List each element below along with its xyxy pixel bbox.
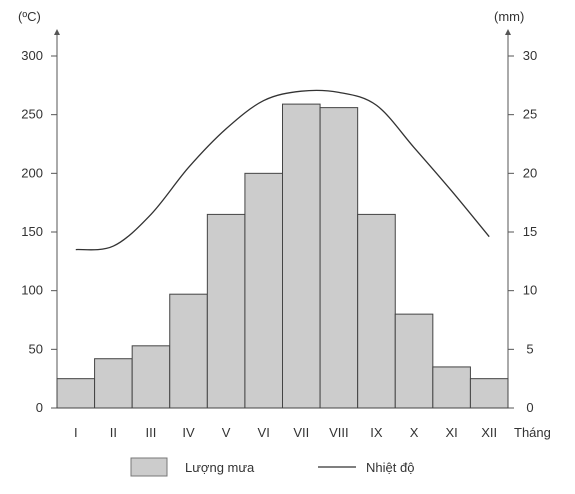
- x-tick-label: XI: [445, 425, 457, 440]
- right-tick-label: 0: [526, 400, 533, 415]
- x-tick-label: VI: [258, 425, 270, 440]
- legend-swatch-rainfall: [130, 457, 168, 477]
- left-tick-label: 200: [21, 165, 43, 180]
- x-tick-label: XII: [481, 425, 497, 440]
- right-axis-ticks: 0 5 10 15 20 25 30: [508, 48, 537, 415]
- rainfall-bar: [282, 103, 321, 409]
- rainfall-bar: [56, 378, 96, 409]
- rainfall-bar: [357, 213, 396, 409]
- right-tick-label: 15: [523, 224, 537, 239]
- x-tick-label: III: [146, 425, 157, 440]
- left-tick-label: 300: [21, 48, 43, 63]
- x-tick-label: V: [222, 425, 231, 440]
- right-tick-label: 10: [523, 283, 537, 298]
- x-axis-ticks: I II III IV V VI VII VIII IX X XI XII: [74, 425, 497, 440]
- x-tick-label: I: [74, 425, 78, 440]
- legend: Lượng mưa Nhiệt độ: [130, 457, 414, 477]
- x-tick-label: IV: [182, 425, 195, 440]
- rainfall-bar: [394, 313, 434, 409]
- left-axis-unit: (ºC): [18, 9, 41, 24]
- right-tick-label: 5: [526, 341, 533, 356]
- rainfall-bar: [94, 358, 133, 409]
- left-tick-label: 100: [21, 283, 43, 298]
- left-tick-label: 150: [21, 224, 43, 239]
- rainfall-bar: [469, 378, 509, 409]
- x-tick-label: VIII: [329, 425, 349, 440]
- rainfall-bar: [319, 107, 359, 409]
- left-tick-label: 0: [36, 400, 43, 415]
- legend-label-temperature: Nhiệt độ: [366, 460, 414, 475]
- rainfall-bar: [131, 345, 171, 409]
- right-tick-label: 30: [523, 48, 537, 63]
- left-tick-label: 50: [29, 341, 43, 356]
- rainfall-bars: [56, 103, 509, 409]
- left-axis-ticks: 0 50 100 150 200 250 300: [21, 48, 57, 415]
- x-tick-label: IX: [370, 425, 383, 440]
- right-axis-unit: (mm): [494, 9, 524, 24]
- x-axis-label: Tháng: [514, 425, 551, 440]
- right-tick-label: 20: [523, 165, 537, 180]
- rainfall-bar: [169, 293, 208, 409]
- rainfall-bar: [244, 172, 284, 409]
- legend-label-rainfall: Lượng mưa: [185, 460, 255, 475]
- left-tick-label: 250: [21, 107, 43, 122]
- rainfall-bar: [206, 213, 246, 409]
- x-tick-label: II: [110, 425, 117, 440]
- temperature-line-group: [75, 89, 490, 251]
- temperature-line: [75, 89, 490, 251]
- rainfall-bar: [432, 366, 471, 409]
- right-tick-label: 25: [523, 107, 537, 122]
- x-tick-label: X: [410, 425, 419, 440]
- x-tick-label: VII: [293, 425, 309, 440]
